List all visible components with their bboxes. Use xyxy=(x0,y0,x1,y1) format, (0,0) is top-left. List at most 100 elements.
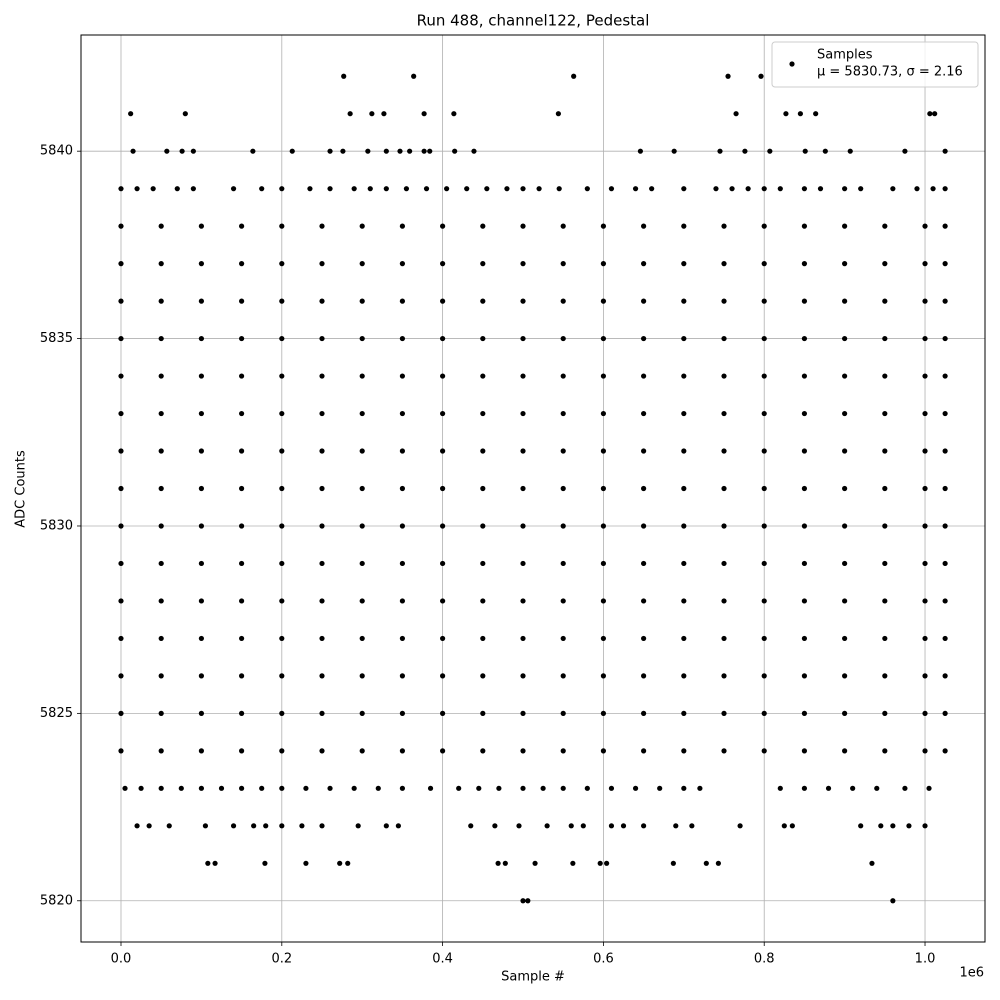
point xyxy=(351,785,357,791)
point xyxy=(359,410,365,417)
x-offset-label: 1e6 xyxy=(959,966,984,981)
point xyxy=(600,223,607,229)
point xyxy=(641,261,647,267)
point xyxy=(319,485,325,492)
point xyxy=(198,710,205,716)
point xyxy=(399,448,406,454)
point xyxy=(239,485,245,492)
point xyxy=(411,73,417,79)
point xyxy=(777,785,783,791)
point xyxy=(801,560,808,567)
point xyxy=(399,710,406,716)
point xyxy=(399,335,406,342)
point xyxy=(632,186,639,192)
point xyxy=(359,261,365,267)
point xyxy=(319,523,325,529)
point xyxy=(721,710,727,716)
point xyxy=(427,785,434,791)
point xyxy=(942,335,948,342)
point xyxy=(198,748,205,754)
point xyxy=(158,710,164,716)
point xyxy=(480,373,486,379)
point xyxy=(761,448,767,454)
point xyxy=(729,186,735,192)
point xyxy=(383,823,389,829)
point xyxy=(703,860,709,866)
point xyxy=(922,373,928,379)
point xyxy=(842,635,848,642)
point xyxy=(802,148,808,154)
point xyxy=(375,785,381,791)
point xyxy=(319,373,325,379)
point xyxy=(922,598,928,604)
point xyxy=(600,448,607,454)
point xyxy=(932,111,938,117)
point xyxy=(882,485,888,492)
point xyxy=(584,186,590,192)
point xyxy=(118,560,124,567)
point xyxy=(822,148,828,154)
point xyxy=(721,635,727,642)
point xyxy=(327,785,333,791)
point xyxy=(761,635,767,642)
point xyxy=(801,523,808,529)
point xyxy=(914,186,920,192)
point xyxy=(230,186,237,192)
point xyxy=(440,373,446,379)
point xyxy=(118,298,124,304)
point xyxy=(721,261,727,267)
point xyxy=(399,635,406,642)
point xyxy=(359,748,365,754)
point xyxy=(874,785,880,791)
point xyxy=(262,860,268,866)
point xyxy=(279,560,285,567)
point xyxy=(118,186,124,192)
point xyxy=(520,748,526,754)
point xyxy=(279,598,285,604)
point xyxy=(440,223,446,229)
point xyxy=(359,710,365,716)
point xyxy=(942,410,948,417)
point xyxy=(781,823,787,829)
point xyxy=(842,298,848,304)
point xyxy=(279,373,285,379)
point xyxy=(817,186,824,192)
point xyxy=(279,261,285,267)
point xyxy=(600,261,607,267)
point xyxy=(858,186,864,192)
point xyxy=(118,598,124,604)
point xyxy=(681,485,687,492)
point xyxy=(118,448,124,454)
point xyxy=(721,448,727,454)
point xyxy=(399,748,406,754)
point xyxy=(842,186,848,192)
point xyxy=(440,485,446,492)
point xyxy=(882,373,888,379)
point xyxy=(520,898,526,904)
point xyxy=(471,148,477,154)
point xyxy=(520,373,526,379)
point xyxy=(239,523,245,529)
point xyxy=(319,673,325,679)
point xyxy=(383,186,389,192)
point xyxy=(239,261,245,267)
point xyxy=(721,298,727,304)
point xyxy=(942,673,948,679)
point xyxy=(520,448,526,454)
point xyxy=(641,410,647,417)
point xyxy=(440,410,446,417)
legend-marker xyxy=(789,61,795,67)
point xyxy=(869,860,875,866)
point xyxy=(532,860,538,866)
point xyxy=(842,598,848,604)
point xyxy=(130,148,136,154)
point xyxy=(922,523,928,529)
point xyxy=(369,111,375,117)
point xyxy=(480,523,486,529)
point xyxy=(383,148,389,154)
point xyxy=(560,298,566,304)
point xyxy=(239,598,245,604)
point xyxy=(158,223,164,229)
point xyxy=(520,560,526,567)
point xyxy=(351,186,357,192)
